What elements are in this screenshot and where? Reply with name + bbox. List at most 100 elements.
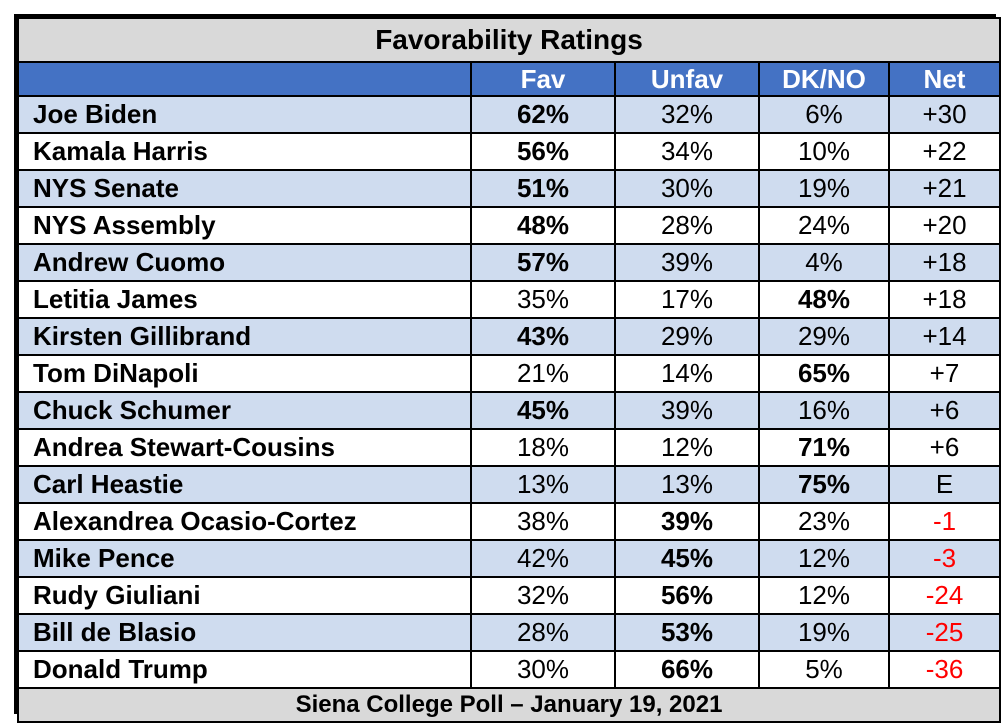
header-net: Net — [887, 61, 1002, 97]
dkno-cell: 10% — [758, 132, 890, 171]
unfav-cell: 53% — [614, 613, 760, 652]
row-name: Carl Heastie — [17, 465, 472, 504]
net-cell: +6 — [887, 391, 1002, 430]
dkno-cell: 12% — [758, 576, 890, 615]
unfav-cell: 66% — [614, 650, 760, 689]
favorability-table: Favorability Ratings Fav Unfav DK/NO Net Jo… — [16, 17, 1002, 723]
header-unfav: Unfav — [614, 61, 760, 97]
table-row: Andrew Cuomo 57% 39% 4% +18 — [17, 243, 1002, 282]
net-cell: +14 — [887, 317, 1002, 356]
table-row: Andrea Stewart-Cousins 18% 12% 71% +6 — [17, 428, 1002, 467]
row-name: NYS Assembly — [17, 206, 472, 245]
fav-cell: 62% — [470, 95, 616, 134]
table-row: Alexandrea Ocasio-Cortez 38% 39% 23% -1 — [17, 502, 1002, 541]
dkno-cell: 23% — [758, 502, 890, 541]
fav-cell: 38% — [470, 502, 616, 541]
table-row: Tom DiNapoli 21% 14% 65% +7 — [17, 354, 1002, 393]
row-name: Kamala Harris — [17, 132, 472, 171]
table-row: Donald Trump 30% 66% 5% -36 — [17, 650, 1002, 689]
fav-cell: 35% — [470, 280, 616, 319]
fav-cell: 57% — [470, 243, 616, 282]
net-cell: -3 — [887, 539, 1002, 578]
row-name: Andrew Cuomo — [17, 243, 472, 282]
net-cell: -1 — [887, 502, 1002, 541]
header-blank — [17, 61, 472, 97]
fav-cell: 28% — [470, 613, 616, 652]
fav-cell: 45% — [470, 391, 616, 430]
fav-cell: 51% — [470, 169, 616, 208]
unfav-cell: 32% — [614, 95, 760, 134]
fav-cell: 30% — [470, 650, 616, 689]
fav-cell: 48% — [470, 206, 616, 245]
table-row: NYS Assembly 48% 28% 24% +20 — [17, 206, 1002, 245]
row-name: Letitia James — [17, 280, 472, 319]
unfav-cell: 14% — [614, 354, 760, 393]
net-cell: +7 — [887, 354, 1002, 393]
row-name: Mike Pence — [17, 539, 472, 578]
net-cell: +22 — [887, 132, 1002, 171]
row-name: Andrea Stewart-Cousins — [17, 428, 472, 467]
dkno-cell: 5% — [758, 650, 890, 689]
fav-cell: 18% — [470, 428, 616, 467]
unfav-cell: 12% — [614, 428, 760, 467]
unfav-cell: 13% — [614, 465, 760, 504]
net-cell: E — [887, 465, 1002, 504]
unfav-cell: 39% — [614, 502, 760, 541]
dkno-cell: 16% — [758, 391, 890, 430]
table-footer: Siena College Poll – January 19, 2021 — [16, 687, 1002, 723]
unfav-cell: 29% — [614, 317, 760, 356]
net-cell: +6 — [887, 428, 1002, 467]
unfav-cell: 39% — [614, 391, 760, 430]
net-cell: -24 — [887, 576, 1002, 615]
net-cell: +20 — [887, 206, 1002, 245]
dkno-cell: 4% — [758, 243, 890, 282]
table-row: Kamala Harris 56% 34% 10% +22 — [17, 132, 1002, 171]
net-cell: +30 — [887, 95, 1002, 134]
row-name: NYS Senate — [17, 169, 472, 208]
table-row: Joe Biden 62% 32% 6% +30 — [17, 95, 1002, 134]
unfav-cell: 39% — [614, 243, 760, 282]
fav-cell: 21% — [470, 354, 616, 393]
fav-cell: 32% — [470, 576, 616, 615]
fav-cell: 56% — [470, 132, 616, 171]
row-name: Alexandrea Ocasio-Cortez — [17, 502, 472, 541]
unfav-cell: 17% — [614, 280, 760, 319]
table-title: Favorability Ratings — [16, 17, 1002, 63]
unfav-cell: 56% — [614, 576, 760, 615]
unfav-cell: 45% — [614, 539, 760, 578]
dkno-cell: 48% — [758, 280, 890, 319]
header-dkno: DK/NO — [758, 61, 890, 97]
row-name: Rudy Giuliani — [17, 576, 472, 615]
fav-cell: 42% — [470, 539, 616, 578]
net-cell: -36 — [887, 650, 1002, 689]
fav-cell: 43% — [470, 317, 616, 356]
net-cell: +18 — [887, 280, 1002, 319]
table-row: Rudy Giuliani 32% 56% 12% -24 — [17, 576, 1002, 615]
table-row: NYS Senate 51% 30% 19% +21 — [17, 169, 1002, 208]
table-row: Bill de Blasio 28% 53% 19% -25 — [17, 613, 1002, 652]
dkno-cell: 6% — [758, 95, 890, 134]
table-row: Chuck Schumer 45% 39% 16% +6 — [17, 391, 1002, 430]
dkno-cell: 65% — [758, 354, 890, 393]
dkno-cell: 19% — [758, 613, 890, 652]
row-name: Chuck Schumer — [17, 391, 472, 430]
row-name: Joe Biden — [17, 95, 472, 134]
dkno-cell: 29% — [758, 317, 890, 356]
row-name: Donald Trump — [17, 650, 472, 689]
row-name: Tom DiNapoli — [17, 354, 472, 393]
net-cell: +18 — [887, 243, 1002, 282]
table-row: Carl Heastie 13% 13% 75% E — [17, 465, 1002, 504]
table-row: Kirsten Gillibrand 43% 29% 29% +14 — [17, 317, 1002, 356]
dkno-cell: 75% — [758, 465, 890, 504]
header-fav: Fav — [470, 61, 616, 97]
dkno-cell: 12% — [758, 539, 890, 578]
row-name: Kirsten Gillibrand — [17, 317, 472, 356]
unfav-cell: 34% — [614, 132, 760, 171]
unfav-cell: 28% — [614, 206, 760, 245]
net-cell: +21 — [887, 169, 1002, 208]
dkno-cell: 24% — [758, 206, 890, 245]
table-row: Mike Pence 42% 45% 12% -3 — [17, 539, 1002, 578]
dkno-cell: 71% — [758, 428, 890, 467]
unfav-cell: 30% — [614, 169, 760, 208]
favorability-table-frame: Favorability Ratings Fav Unfav DK/NO Net Jo… — [14, 14, 1002, 723]
